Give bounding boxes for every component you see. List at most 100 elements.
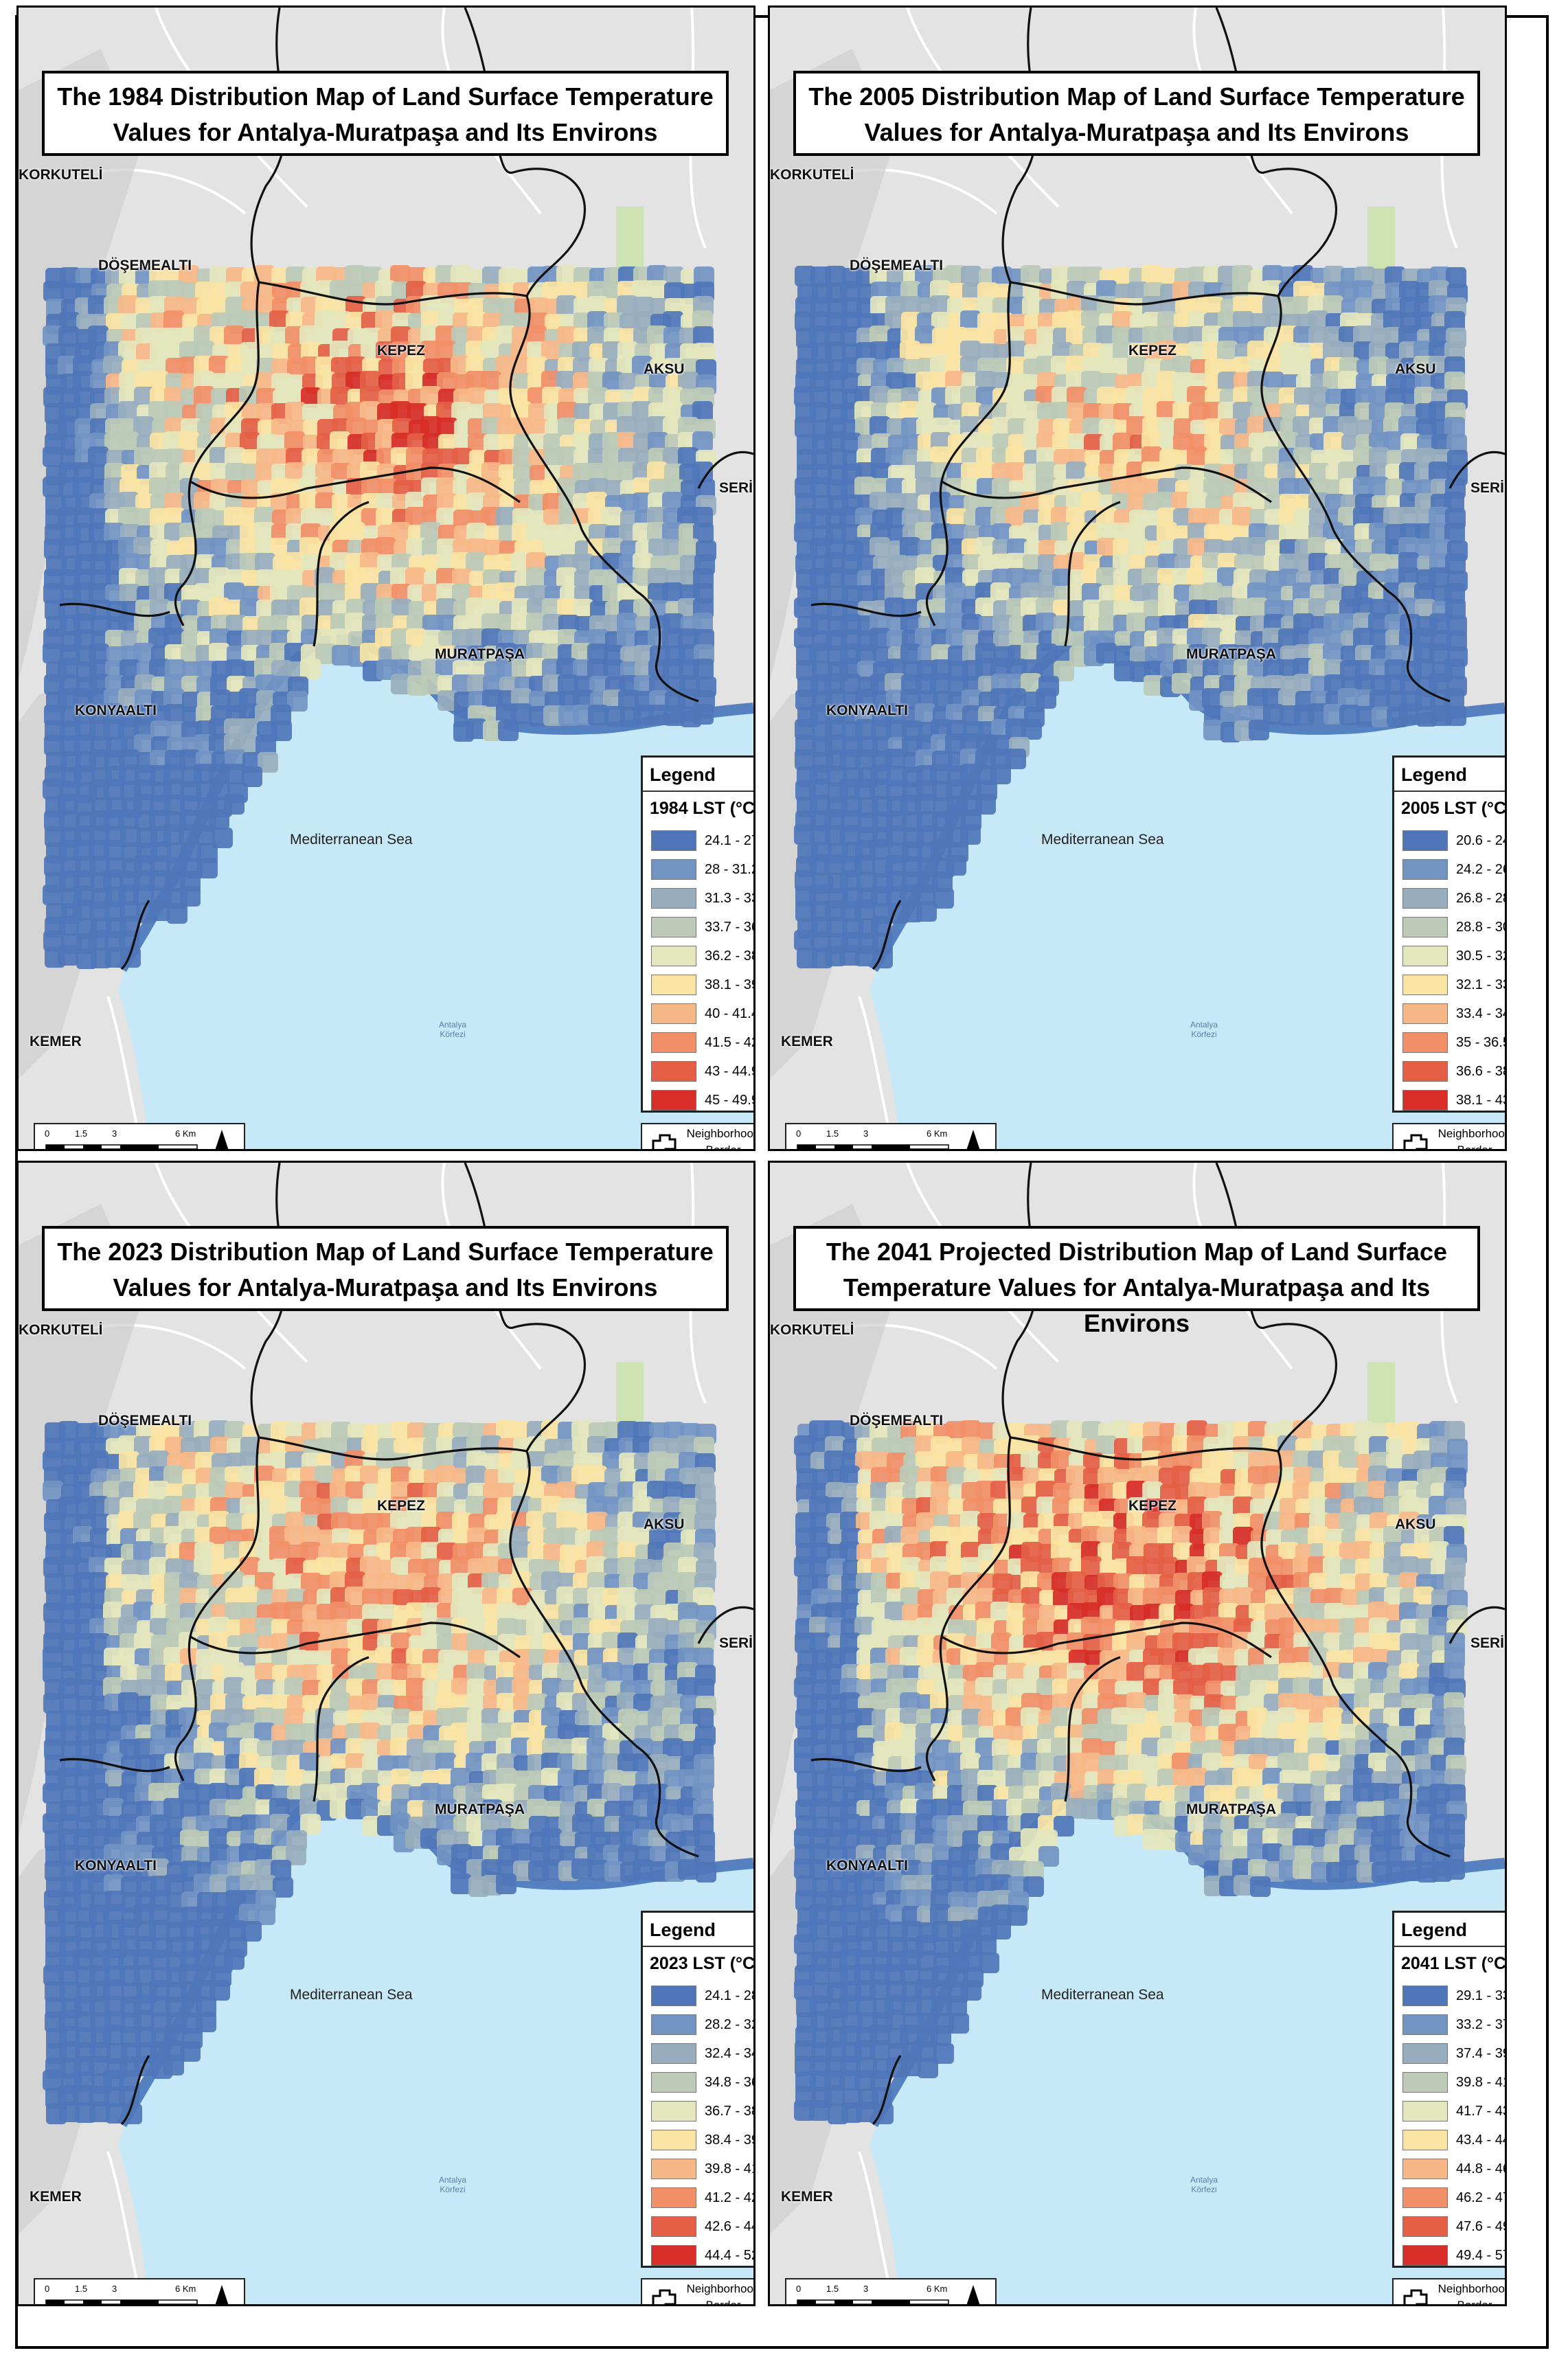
raster-cell	[58, 1633, 79, 1653]
raster-cell	[1006, 462, 1027, 483]
raster-cell	[1400, 1422, 1420, 1442]
raster-cell	[149, 659, 170, 679]
raster-cell	[1369, 447, 1389, 468]
raster-cell	[194, 1556, 214, 1577]
raster-cell	[466, 1798, 486, 1819]
raster-cell	[88, 1451, 109, 1471]
raster-cell	[420, 643, 441, 663]
raster-cell	[1066, 1466, 1087, 1486]
raster-cell	[1008, 418, 1028, 439]
raster-cell	[854, 900, 875, 920]
raster-cell	[679, 1452, 699, 1472]
raster-cell	[587, 1799, 608, 1819]
raster-cell	[544, 1801, 565, 1821]
raster-cell	[496, 1828, 516, 1849]
raster-cell	[209, 598, 229, 618]
raster-cell	[1233, 1527, 1253, 1547]
raster-cell	[794, 824, 815, 845]
raster-cell	[794, 930, 815, 951]
raster-cell	[498, 1634, 519, 1654]
scale-tick-2: 3	[863, 1128, 868, 1139]
raster-cell	[1293, 416, 1313, 437]
raster-cell	[915, 326, 935, 346]
label-muratpasa: MURATPAŞA	[435, 1801, 525, 1817]
raster-cell	[1233, 1497, 1253, 1517]
raster-cell	[118, 431, 139, 452]
raster-cell	[694, 1513, 715, 1534]
raster-cell	[287, 691, 308, 712]
raster-cell	[587, 326, 608, 347]
raster-cell	[59, 2041, 80, 2062]
raster-cell	[1172, 1466, 1192, 1486]
raster-cell	[496, 1768, 516, 1788]
raster-cell	[1414, 659, 1435, 679]
raster-cell	[1127, 492, 1148, 513]
raster-cell	[693, 1648, 714, 1668]
raster-cell	[165, 1845, 185, 1865]
raster-cell	[375, 310, 396, 331]
legend-row: 40 - 41.4	[648, 999, 753, 1028]
raster-cell	[181, 600, 201, 620]
raster-cell	[74, 795, 95, 816]
raster-cell	[1113, 554, 1133, 574]
raster-cell	[810, 402, 830, 422]
lst-map	[19, 1163, 753, 2304]
raster-cell	[405, 567, 426, 588]
label-kemer: KEMER	[30, 1034, 82, 1049]
raster-cell	[1233, 356, 1253, 377]
raster-cell	[1157, 417, 1178, 437]
raster-cell	[133, 1541, 154, 1562]
raster-cell	[1429, 356, 1449, 376]
raster-cell	[1369, 1436, 1389, 1457]
gulf-line-2: Körfezi	[440, 1030, 466, 1039]
raster-cell	[1277, 326, 1298, 346]
raster-cell	[885, 855, 906, 876]
raster-cell	[150, 342, 170, 363]
raster-cell	[436, 508, 457, 528]
raster-cell	[824, 809, 845, 830]
raster-cell	[103, 1979, 124, 2000]
raster-cell	[990, 658, 1011, 679]
raster-cell	[1218, 1421, 1238, 1442]
raster-cell	[255, 674, 276, 695]
raster-cell	[962, 690, 982, 710]
raster-cell	[299, 1526, 320, 1547]
raster-cell	[361, 1437, 382, 1457]
raster-cell	[617, 1557, 638, 1578]
raster-cell	[194, 492, 214, 512]
raster-cell	[58, 1678, 79, 1698]
raster-cell	[1383, 1496, 1404, 1516]
legend-range-label: 32.4 - 34.7	[705, 2046, 753, 2061]
raster-cell	[1308, 387, 1329, 407]
raster-cell	[915, 703, 935, 724]
raster-cell	[618, 1709, 639, 1729]
raster-cell	[163, 688, 184, 709]
raster-cell	[1126, 1526, 1147, 1547]
raster-cell	[44, 1739, 65, 1760]
raster-cell	[693, 1738, 714, 1759]
raster-cell	[694, 1679, 714, 1699]
raster-cell	[73, 477, 93, 497]
raster-cell	[209, 643, 229, 663]
raster-cell	[1262, 1466, 1283, 1486]
raster-cell	[391, 1633, 411, 1653]
raster-cell	[330, 341, 350, 361]
raster-cell	[526, 326, 547, 346]
raster-cell	[915, 265, 935, 286]
raster-cell	[648, 1830, 669, 1850]
raster-cell	[43, 1662, 63, 1683]
label-aksu: AKSU	[644, 361, 685, 377]
legend-row: 32.1 - 33.3	[1400, 970, 1505, 999]
raster-cell	[634, 645, 655, 666]
raster-cell	[960, 310, 981, 331]
raster-cell	[315, 372, 336, 392]
raster-cell	[1067, 402, 1088, 423]
raster-cell	[976, 387, 997, 407]
map-title: The 2023 Distribution Map of Land Surfac…	[42, 1226, 729, 1311]
raster-cell	[420, 386, 441, 407]
raster-cell	[633, 1512, 653, 1532]
raster-cell	[511, 1541, 532, 1562]
raster-cell	[840, 326, 861, 347]
gulf-line-1: Antalya	[438, 2175, 467, 2185]
green-area	[1367, 1362, 1395, 1431]
